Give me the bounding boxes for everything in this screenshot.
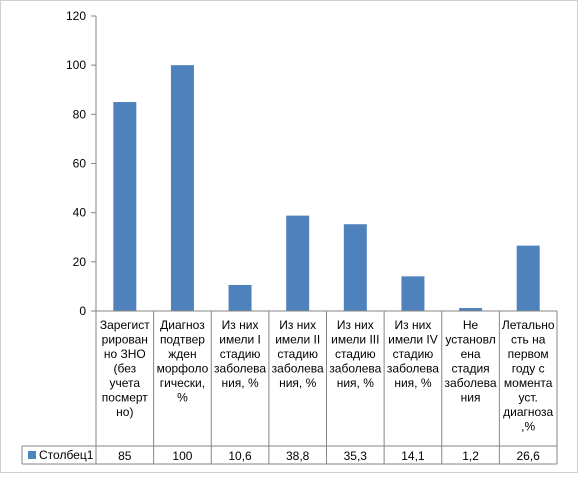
x-category-label-line: стадию: [277, 347, 318, 361]
x-category-label-line: установл: [445, 333, 495, 347]
x-category-label-line: стадию: [393, 347, 434, 361]
x-category-label-line: первом: [508, 347, 549, 361]
bar: [401, 276, 425, 311]
y-tick-label: 0: [79, 304, 86, 318]
data-label: 26,6: [517, 449, 541, 463]
x-category-label-line: подтвер: [160, 333, 205, 347]
x-category-label-line: стадию: [220, 347, 261, 361]
x-category-label-line: ния, %: [394, 376, 431, 390]
x-category-label-line: Не: [463, 318, 479, 332]
bar: [459, 308, 483, 311]
x-category-label-line: ,%: [521, 420, 535, 434]
legend-swatch: [28, 451, 36, 459]
x-category-label-line: имели II: [275, 333, 320, 347]
y-tick-label: 60: [73, 157, 87, 171]
x-category-label-line: учета: [110, 376, 141, 390]
x-category-label-line: Из них: [395, 318, 432, 332]
x-category-label-line: но): [116, 405, 133, 419]
data-label: 14,1: [401, 449, 425, 463]
x-category-label-line: гически,: [160, 376, 205, 390]
data-label: 38,8: [286, 449, 310, 463]
x-category-label-line: Диагноз: [160, 318, 205, 332]
x-category-label-line: стадия: [451, 362, 489, 376]
bar: [516, 245, 540, 311]
data-label: 10,6: [228, 449, 252, 463]
x-category-label-line: (без: [113, 362, 136, 376]
x-category-label-line: но ЗНО: [104, 347, 146, 361]
x-category-label-line: Из них: [222, 318, 259, 332]
x-category-label-line: момента: [504, 376, 553, 390]
x-category-label-line: ена: [461, 347, 481, 361]
data-label: 85: [118, 449, 132, 463]
x-category-label-line: Летально: [502, 318, 555, 332]
x-category-label-line: жден: [168, 347, 196, 361]
x-category-label-line: ния, %: [337, 376, 374, 390]
x-category-label-line: ния: [461, 391, 481, 405]
x-category-label-line: стадию: [335, 347, 376, 361]
bars: [113, 65, 540, 312]
bar: [170, 65, 194, 312]
x-category-label-line: имели III: [331, 333, 379, 347]
x-category-label-line: заболева: [329, 362, 381, 376]
bar: [113, 102, 137, 312]
legend-label: Столбец1: [39, 448, 94, 462]
data-label: 1,2: [462, 449, 479, 463]
x-category-label-line: уст.: [519, 391, 538, 405]
y-tick-label: 20: [73, 255, 87, 269]
x-category-label-line: рирован: [102, 333, 148, 347]
y-tick-label: 40: [73, 206, 87, 220]
x-category-label-line: сть на: [511, 333, 546, 347]
x-category-label-line: имели I: [219, 333, 261, 347]
y-tick-label: 100: [66, 58, 86, 72]
data-label: 35,3: [344, 449, 368, 463]
x-category-label-line: имели IV: [388, 333, 438, 347]
x-category-label-line: ния, %: [279, 376, 316, 390]
bar: [228, 284, 252, 311]
x-category-label-line: диагноза: [503, 405, 553, 419]
data-label: 100: [172, 449, 192, 463]
y-tick-label: 80: [73, 107, 87, 121]
x-category-label-line: Из них: [279, 318, 316, 332]
y-axis: 0 20 40 60 80 100 120: [66, 9, 97, 318]
x-category-label-line: Из них: [337, 318, 374, 332]
x-category-label-line: заболева: [214, 362, 266, 376]
x-category-label-line: заболева: [387, 362, 439, 376]
x-category-label-line: году с: [512, 362, 545, 376]
bar: [343, 224, 367, 311]
x-category-label-line: %: [177, 391, 188, 405]
bar: [286, 215, 310, 311]
x-category-label-line: Зарегист: [100, 318, 150, 332]
x-category-label-line: посмерт: [102, 391, 149, 405]
x-category-label-line: заболева: [272, 362, 324, 376]
x-category-label-line: ния, %: [221, 376, 258, 390]
x-category-label-line: заболева: [445, 376, 497, 390]
y-tick-label: 120: [66, 9, 86, 23]
x-category-label-line: морфоло: [157, 362, 209, 376]
